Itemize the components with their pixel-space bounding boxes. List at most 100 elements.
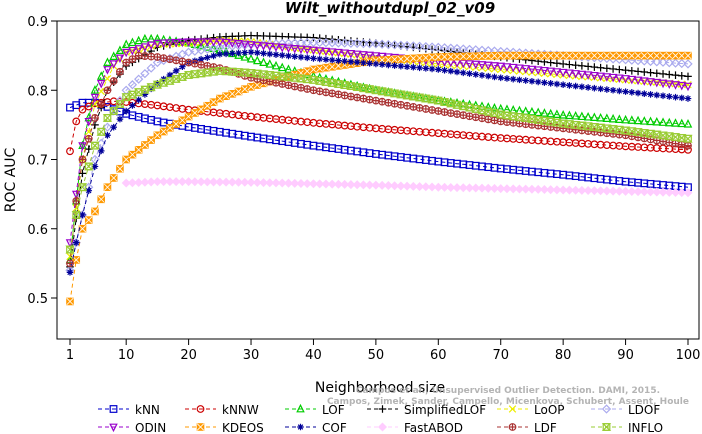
data-point [552,185,562,195]
data-point [397,55,405,63]
data-point [259,42,268,51]
data-point [347,92,355,101]
data-point [147,52,156,61]
data-point [558,110,568,119]
legend-label: COF [322,421,347,434]
data-point [90,85,100,94]
data-point [578,62,586,70]
data-point [427,42,437,52]
data-point [509,75,517,83]
data-point [96,71,106,80]
data-point [627,115,637,124]
data-point [502,184,512,194]
data-point [422,65,430,72]
data-point [146,41,156,51]
data-point [478,52,486,60]
data-point [453,110,461,119]
data-point [546,108,555,118]
data-point [583,71,593,80]
data-point [109,51,118,60]
data-point [96,127,106,136]
data-point [647,91,654,98]
legend-label: LDF [534,421,557,434]
data-point [677,81,687,91]
data-point [271,178,281,188]
data-point [134,51,143,60]
data-point [202,177,212,187]
data-point [216,36,224,45]
data-point [97,147,105,155]
data-point [172,120,180,128]
data-point [371,180,381,190]
data-point [559,51,567,60]
data-point [670,58,681,68]
data-point [627,75,637,85]
data-point [221,177,231,187]
legend: kNN kNNW LOF SimplifiedLOF LoOP LDOF ODIN KDEOS… [98,403,663,434]
data-point [578,51,586,60]
data-point [403,54,411,63]
data-point [477,101,487,110]
data-point [340,49,349,58]
data-point [590,51,599,60]
data-point [377,39,387,49]
legend-marker [378,405,387,413]
data-point [577,70,587,80]
data-point [272,51,280,58]
data-point [683,59,693,69]
data-point [122,155,130,164]
data-point [115,45,125,54]
data-point [546,185,556,195]
data-point [91,121,99,129]
data-point [128,46,137,56]
data-point [135,96,142,104]
data-point [603,51,611,60]
data-point [366,60,373,67]
legend-label: LOF [322,403,345,417]
series-ldf [66,51,692,268]
data-point [452,43,462,54]
series-inflo [65,66,693,254]
data-point [584,62,592,71]
data-point [340,179,350,189]
data-point [502,63,512,72]
data-point [439,43,450,53]
data-point [328,89,337,98]
data-point [521,184,531,194]
data-point [322,56,330,63]
data-point [565,110,574,120]
data-point [391,62,398,69]
data-point [428,53,436,62]
data-point [371,52,381,61]
x-tick-label: 90 [617,348,634,363]
data-point [83,162,94,171]
data-point [646,78,655,87]
data-point [615,74,624,83]
data-point [521,51,530,60]
data-point [240,40,250,50]
data-point [658,57,668,67]
data-point [639,187,649,197]
data-point [408,41,418,51]
data-point [572,82,579,90]
data-point [440,182,450,192]
data-point [246,177,256,187]
legend-item-cof: COF [285,421,347,434]
data-point [334,48,343,58]
data-point [297,53,305,61]
data-point [171,177,181,187]
data-point [627,186,637,197]
data-point [178,57,187,66]
data-point [496,184,506,194]
data-point [478,71,486,79]
data-point [359,51,368,60]
data-point [608,73,618,83]
data-point [115,100,125,109]
data-point [466,70,473,77]
data-point [104,131,111,139]
data-point [528,51,536,60]
data-point [90,93,100,103]
data-point [521,65,530,74]
data-point [359,94,368,103]
